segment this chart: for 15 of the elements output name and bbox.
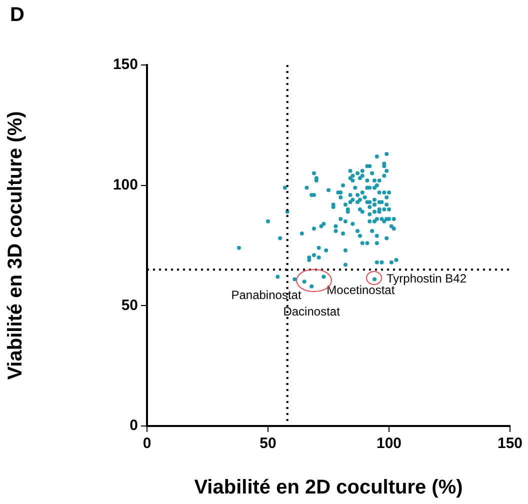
y-tick-label: 150 xyxy=(112,56,138,74)
annotation: Mocetinostat xyxy=(326,283,396,298)
annotation: Dacinostat xyxy=(283,304,341,319)
x-tick-label: 0 xyxy=(142,435,152,452)
annotation: Panabinostat xyxy=(231,288,302,302)
annotation: Tyrphostin B42 xyxy=(386,272,467,286)
y-tick-label: 0 xyxy=(130,417,138,434)
x-tick-label: 50 xyxy=(260,435,276,452)
x-axis-title: Viabilité en 2D coculture (%) xyxy=(194,476,463,499)
y-axis-title: Viabilité en 3D coculture (%) xyxy=(4,111,27,380)
x-tick-label: 100 xyxy=(376,435,402,452)
text: D xyxy=(10,4,24,27)
y-tick-label: 100 xyxy=(112,176,138,194)
y-tick-label: 50 xyxy=(121,296,138,314)
x-tick-label: 150 xyxy=(497,435,523,452)
